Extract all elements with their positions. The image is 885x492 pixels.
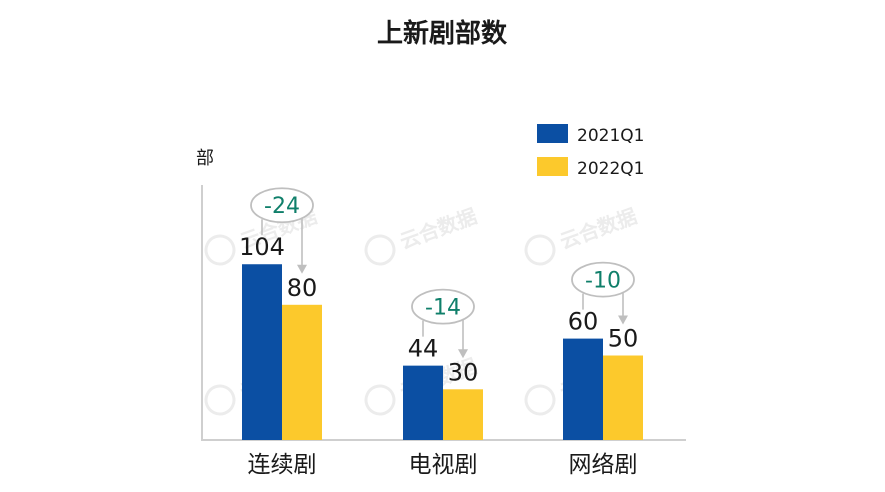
value-label: 44: [408, 335, 439, 363]
difference-label: -10: [585, 269, 621, 294]
value-label: 80: [287, 274, 318, 302]
difference-callout: -14: [411, 288, 475, 359]
difference-callout: -10: [571, 261, 635, 325]
value-label: 60: [568, 308, 599, 336]
value-label: 50: [608, 325, 639, 353]
bar-q1-2021-3: [563, 338, 603, 440]
bars-group: [242, 264, 643, 440]
watermark-logo: 云合数据: [364, 204, 480, 266]
difference-callout: -24: [250, 187, 314, 274]
watermark-logo: 云合数据: [524, 204, 640, 266]
difference-label: -14: [425, 296, 461, 321]
bar-q1-2022-3: [603, 355, 643, 440]
difference-bubble: [571, 261, 635, 298]
legend: 2021Q1 2022Q1: [537, 124, 644, 179]
bar-q1-2022-1: [282, 304, 322, 440]
bar-q1-2021-2: [403, 365, 443, 440]
difference-bubble: [411, 288, 475, 325]
bar-q1-2022-2: [443, 389, 483, 440]
legend-swatch-2022q1: [537, 157, 568, 176]
difference-label: -24: [264, 194, 300, 219]
chart-title: 上新剧部数: [377, 18, 508, 49]
difference-bubble: [250, 187, 314, 224]
legend-label-2021q1: 2021Q1: [577, 126, 644, 146]
y-axis-unit-label: 部: [196, 148, 214, 169]
value-label: 30: [448, 358, 479, 386]
legend-label-2022q1: 2022Q1: [577, 159, 644, 179]
bar-q1-2021-1: [242, 264, 282, 440]
category-labels-group: 连续剧 电视剧 网络剧: [248, 452, 638, 478]
difference-callouts-group: -24 -14 -10: [250, 187, 635, 359]
category-label: 电视剧: [409, 452, 478, 478]
legend-swatch-2021q1: [537, 124, 568, 143]
category-label: 网络剧: [569, 452, 638, 478]
svg-text:云合数据: 云合数据: [557, 204, 640, 254]
category-label: 连续剧: [248, 452, 317, 478]
value-label: 104: [239, 233, 285, 261]
svg-text:云合数据: 云合数据: [397, 204, 480, 254]
